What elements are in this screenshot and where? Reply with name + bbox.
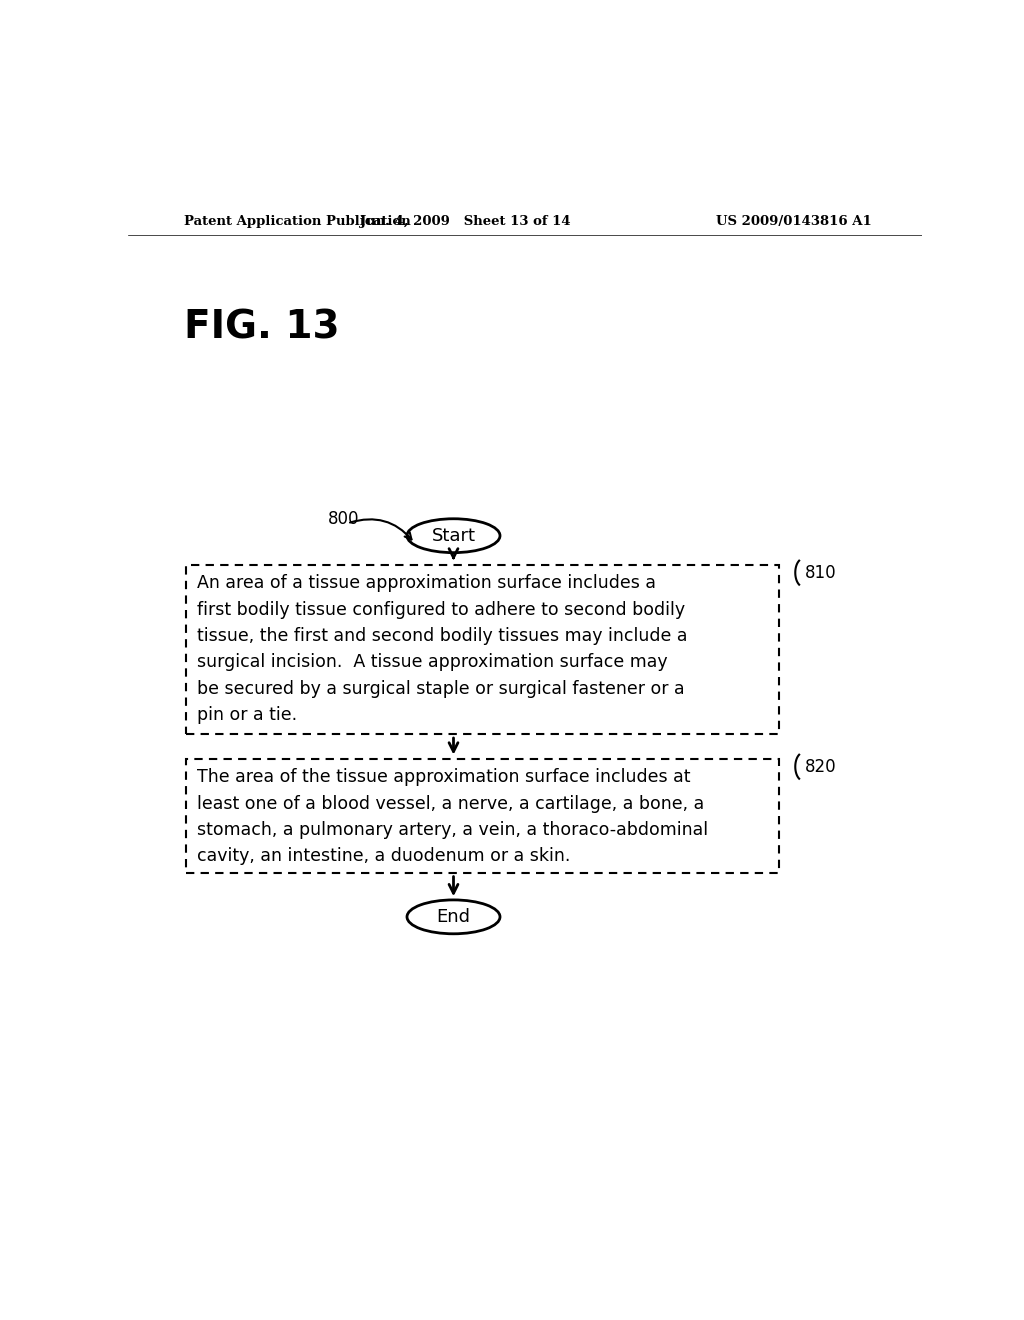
- Text: 800: 800: [328, 510, 359, 528]
- Text: End: End: [436, 908, 470, 925]
- Text: An area of a tissue approximation surface includes a
first bodily tissue configu: An area of a tissue approximation surfac…: [197, 574, 687, 725]
- Text: US 2009/0143816 A1: US 2009/0143816 A1: [716, 215, 872, 228]
- Text: FIG. 13: FIG. 13: [183, 309, 339, 347]
- Text: The area of the tissue approximation surface includes at
least one of a blood ve: The area of the tissue approximation sur…: [197, 768, 709, 866]
- Text: 810: 810: [805, 564, 837, 582]
- Ellipse shape: [407, 519, 500, 553]
- FancyBboxPatch shape: [186, 565, 779, 734]
- FancyBboxPatch shape: [186, 759, 779, 873]
- Text: Patent Application Publication: Patent Application Publication: [183, 215, 411, 228]
- Text: Start: Start: [431, 527, 475, 545]
- Text: 820: 820: [805, 758, 837, 776]
- Ellipse shape: [407, 900, 500, 933]
- Text: Jun. 4, 2009   Sheet 13 of 14: Jun. 4, 2009 Sheet 13 of 14: [359, 215, 570, 228]
